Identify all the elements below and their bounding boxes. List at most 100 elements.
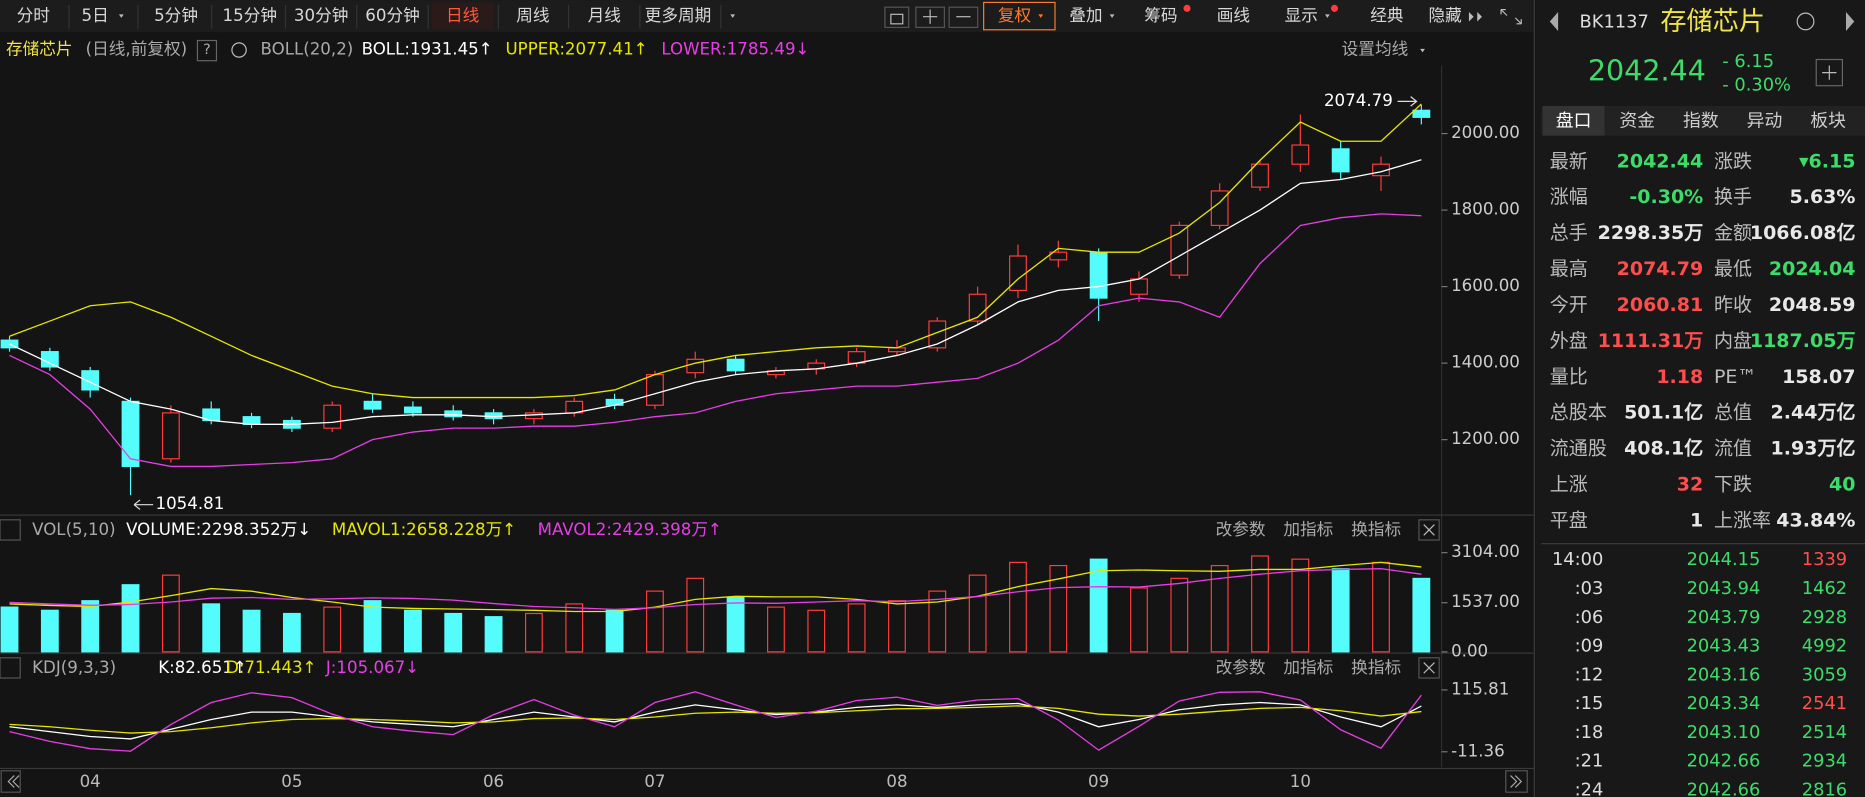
field-label: 最高: [1550, 258, 1588, 280]
indicator-line: [9, 701, 1422, 740]
scroll-left[interactable]: [0, 770, 21, 793]
toolbar-button[interactable]: 筹码: [1144, 6, 1177, 25]
field-value: 32: [1677, 474, 1703, 496]
panel-action[interactable]: 加指标: [1283, 658, 1333, 677]
field-label: 流值: [1714, 438, 1752, 460]
field-label: 上涨: [1550, 474, 1588, 496]
legend-indicator: BOLL(20,2): [260, 40, 353, 59]
toolbar-button[interactable]: 分时: [17, 6, 50, 25]
volume-bar: [1412, 577, 1431, 653]
toolbar-button[interactable]: 日线: [446, 6, 480, 25]
trade-price: 2042.66: [1687, 780, 1761, 797]
trade-time: 14:00: [1552, 549, 1603, 570]
legend-value: MAVOL2:2429.398万↑: [538, 520, 722, 539]
prev-icon[interactable]: [1549, 11, 1559, 31]
volume-bar: [1372, 561, 1390, 653]
panel-action[interactable]: 加指标: [1283, 520, 1333, 539]
help[interactable]: ?: [203, 42, 211, 58]
info-icon[interactable]: [1796, 12, 1815, 31]
volume-bar: [81, 600, 100, 653]
candle-body: [1412, 109, 1431, 118]
zoom-out-button[interactable]: [948, 6, 979, 28]
close-vol[interactable]: [1418, 519, 1440, 541]
field-value: 501.1亿: [1624, 401, 1703, 424]
indicator-line: [9, 691, 1422, 752]
trade-price: 2043.16: [1687, 664, 1761, 685]
trade-time: :06: [1575, 607, 1604, 628]
next-icon[interactable]: [1845, 11, 1855, 31]
field-value: 2060.81: [1617, 294, 1704, 316]
field-value: -0.30%: [1629, 186, 1703, 208]
zoom-in-button[interactable]: [915, 6, 945, 28]
settings-icon[interactable]: [231, 42, 247, 58]
tab[interactable]: 板块: [1810, 110, 1846, 131]
candle-body: [646, 374, 664, 406]
field-value: 2074.79: [1617, 258, 1704, 280]
candle-body: [484, 412, 503, 420]
toolbar-button[interactable]: 复权: [998, 6, 1032, 25]
toolbar-icons: [231, 6, 1855, 679]
lock-button[interactable]: [884, 6, 910, 28]
field-value: 2298.35万: [1598, 222, 1704, 244]
toolbar-button[interactable]: 5分钟: [154, 6, 198, 25]
toolbar-button[interactable]: 隐藏: [1428, 6, 1462, 25]
tab[interactable]: 资金: [1619, 110, 1655, 131]
field-value: 5.63%: [1790, 186, 1856, 208]
x-tick-label: 05: [281, 772, 302, 791]
active-button-border: [983, 1, 1056, 31]
toolbar-button[interactable]: 周线: [516, 6, 550, 25]
candle-body: [403, 406, 422, 414]
trade-volume: 3059: [1802, 664, 1847, 685]
toolbar-button[interactable]: 60分钟: [365, 6, 419, 25]
settings[interactable]: 设置均线: [1342, 40, 1409, 59]
help-box[interactable]: [196, 39, 218, 62]
tab[interactable]: 指数: [1683, 110, 1719, 131]
scroll-left-icon: [7, 775, 20, 788]
toolbar-button[interactable]: 画线: [1217, 6, 1251, 25]
close-kdj[interactable]: [1418, 657, 1440, 679]
trade-volume: 2541: [1802, 693, 1847, 714]
fullscreen-icon[interactable]: [1500, 8, 1522, 25]
candle-body: [726, 358, 745, 372]
volume-bar: [403, 609, 422, 653]
legend-arrow-box[interactable]: [0, 519, 21, 541]
toolbar-button[interactable]: 30分钟: [294, 6, 348, 25]
toolbar-button[interactable]: 更多周期: [645, 6, 712, 25]
candle-body: [1130, 278, 1148, 295]
candle-body: [40, 351, 59, 368]
panel-action[interactable]: 改参数: [1216, 658, 1266, 677]
candle-body: [444, 410, 463, 418]
volume-bar: [686, 577, 705, 653]
trade-volume: 1462: [1802, 578, 1847, 599]
toolbar-button[interactable]: 15分钟: [223, 6, 277, 25]
volume-bar: [242, 609, 261, 653]
add-button[interactable]: [1815, 58, 1843, 87]
y-tick-label: 1600.00: [1451, 276, 1520, 295]
tab[interactable]: 异动: [1747, 110, 1783, 131]
volume-bar: [847, 603, 866, 653]
field-label: 量比: [1550, 366, 1588, 388]
volume-bar: [888, 600, 906, 653]
toolbar-button[interactable]: 月线: [588, 6, 622, 25]
toolbar-button[interactable]: 经典: [1370, 6, 1403, 25]
scroll-right[interactable]: [1505, 770, 1528, 793]
panel-action[interactable]: 改参数: [1216, 520, 1266, 539]
toolbar-button[interactable]: 叠加: [1069, 6, 1102, 25]
candle-body: [121, 400, 140, 468]
toolbar-button[interactable]: 显示: [1285, 6, 1318, 25]
panel-action[interactable]: 换指标: [1351, 658, 1401, 677]
panel-action[interactable]: 换指标: [1351, 520, 1401, 539]
volume-bar: [1331, 568, 1350, 653]
indicator-line: [9, 561, 1422, 613]
volume-bar: [444, 612, 463, 653]
field-value: 2024.04: [1769, 258, 1856, 280]
candle-body: [323, 404, 342, 429]
indicator-line: [9, 213, 1422, 468]
volume-bar: [767, 606, 785, 653]
legend-value: VOLUME:2298.352万↓: [126, 520, 311, 539]
toolbar-button[interactable]: 5日: [82, 6, 109, 25]
legend-arrow-box[interactable]: [0, 657, 21, 679]
candle-body: [1251, 163, 1269, 188]
tab[interactable]: 盘口: [1556, 110, 1592, 131]
